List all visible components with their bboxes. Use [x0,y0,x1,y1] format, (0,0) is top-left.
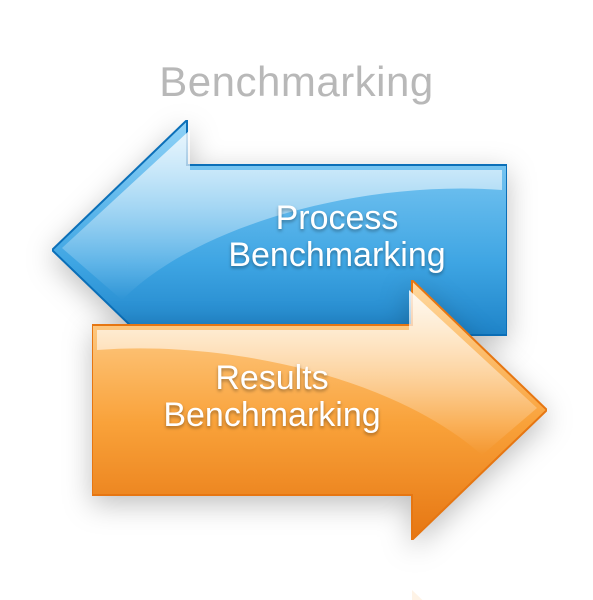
results-arrow: Results Benchmarking [92,280,547,540]
process-arrow-label: Process Benchmarking [207,200,467,275]
diagram-title: Benchmarking [0,58,593,106]
diagram-stage: Benchmarking Process Benchmarking [0,0,593,600]
results-arrow-label: Results Benchmarking [142,360,402,435]
